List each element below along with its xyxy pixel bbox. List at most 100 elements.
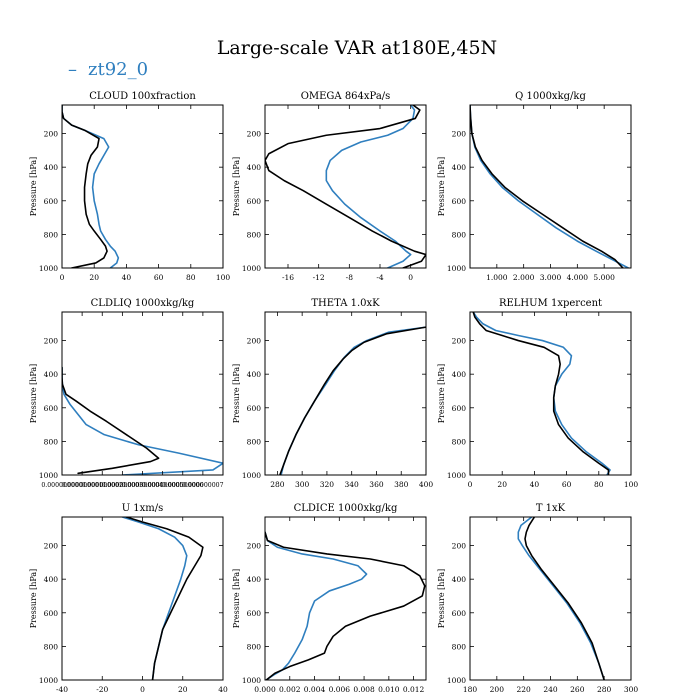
y-tick-label: 1000 (39, 471, 58, 480)
x-tick-label: 0.000000003 (102, 482, 143, 489)
y-tick-label: 200 (44, 130, 59, 139)
x-tick-label: 280 (597, 685, 612, 694)
y-tick-label: 400 (247, 370, 262, 379)
plot-frame (264, 311, 427, 476)
x-tick-label: 0.012 (403, 685, 425, 694)
panel-title: CLOUD 100xfraction (89, 91, 196, 102)
x-tick-label: 0 (140, 685, 145, 694)
y-tick-label: 1000 (242, 264, 261, 273)
x-tick-label: 0.000000004 (122, 482, 163, 489)
panel-title: RELHUM 1xpercent (499, 298, 602, 309)
x-tick-label: 40 (530, 480, 540, 489)
x-tick-label: 2.000 (513, 273, 535, 282)
panel-title: U 1xm/s (122, 503, 164, 514)
x-tick-label: -4 (376, 273, 384, 282)
x-tick-label: 100 (624, 480, 639, 489)
series-line-black (279, 326, 426, 475)
x-tick-label: 400 (419, 480, 434, 489)
legend-dash: – (68, 59, 77, 80)
y-tick-label: 200 (247, 542, 262, 551)
x-tick-label: 20 (89, 273, 99, 282)
y-axis-label: Pressure [hPa] (232, 157, 241, 217)
panel-4: CLDLIQ 1000xkg/kg Pressure [hPa] 0.0000000… (29, 298, 224, 489)
series-line-black (472, 312, 610, 475)
x-tick-label: 260 (570, 685, 585, 694)
panel-1: CLOUD 100xfraction Pressure [hPa] 0 20 40 60 8… (29, 91, 230, 282)
y-tick-label: 400 (44, 163, 59, 172)
x-tick-label: 60 (154, 273, 164, 282)
series-line-blue (517, 517, 605, 680)
y-tick-label: 200 (452, 542, 467, 551)
plot-frame (264, 104, 427, 269)
panel-5: THETA 1.0xK Pressure [hPa] 280 300 320 340 360… (232, 298, 433, 489)
x-tick-label: 200 (490, 685, 505, 694)
x-tick-label: 5.000 (593, 273, 615, 282)
y-axis-label: Pressure [hPa] (437, 569, 446, 629)
y-tick-label: 800 (452, 642, 467, 651)
x-tick-label: 20 (497, 480, 507, 489)
series-line-black (524, 517, 605, 680)
series-line-blue (470, 105, 630, 268)
y-axis-label: Pressure [hPa] (437, 364, 446, 424)
y-tick-label: 800 (247, 230, 262, 239)
panel-2: OMEGA 864xPa/s Pressure [hPa] -16 -12 -8 -4 0 2… (232, 91, 427, 282)
x-tick-label: 3.000 (540, 273, 562, 282)
figure-title: Large-scale VAR at180E,45N (217, 37, 497, 59)
plot-frame (469, 516, 632, 681)
y-tick-label: 200 (247, 130, 262, 139)
x-tick-label: 240 (543, 685, 558, 694)
y-tick-label: 1000 (447, 471, 466, 480)
y-tick-label: 400 (452, 575, 467, 584)
y-axis-label: Pressure [hPa] (29, 364, 38, 424)
panel-title: CLDLIQ 1000xkg/kg (91, 298, 195, 309)
panel-3: Q 1000xkg/kg Pressure [hPa] 1.000 2.000 3.00… (437, 91, 632, 282)
x-tick-label: 1.000 (486, 273, 508, 282)
series-line-black (265, 531, 426, 680)
y-tick-label: 400 (452, 370, 467, 379)
y-tick-label: 800 (44, 642, 59, 651)
y-tick-label: 1000 (39, 264, 58, 273)
series-line-blue (62, 366, 223, 475)
y-tick-label: 1000 (447, 676, 466, 685)
x-tick-label: 0.000000006 (162, 482, 203, 489)
y-tick-label: 600 (452, 404, 467, 413)
x-tick-label: 0.010 (378, 685, 400, 694)
y-tick-label: 400 (247, 163, 262, 172)
x-tick-label: 0.008 (353, 685, 375, 694)
panel-9: T 1xK Pressure [hPa] 180 200 220 240 260 280 300… (437, 503, 638, 694)
y-tick-label: 200 (452, 337, 467, 346)
x-tick-label: 0.000000007 (182, 482, 223, 489)
y-tick-label: 1000 (39, 676, 58, 685)
x-tick-label: 300 (295, 480, 310, 489)
legend: – zt92_0 (68, 59, 148, 80)
x-tick-label: 180 (463, 685, 478, 694)
series-line-blue (62, 105, 120, 268)
x-tick-label: 320 (320, 480, 335, 489)
x-tick-label: 360 (369, 480, 384, 489)
y-axis-label: Pressure [hPa] (232, 364, 241, 424)
series-line-black (62, 105, 108, 268)
panels: CLOUD 100xfraction Pressure [hPa] 0 20 40 60 8… (29, 91, 638, 694)
x-tick-label: 0 (408, 273, 413, 282)
y-axis-label: Pressure [hPa] (29, 157, 38, 217)
x-tick-label: 4.000 (567, 273, 589, 282)
y-tick-label: 800 (452, 437, 467, 446)
x-tick-label: 0.006 (329, 685, 351, 694)
panel-title: Q 1000xkg/kg (515, 91, 586, 102)
x-tick-label: 340 (345, 480, 360, 489)
panel-title: T 1xK (536, 503, 566, 514)
panel-title: CLDICE 1000xkg/kg (294, 503, 398, 514)
plot-frame (264, 516, 427, 681)
x-tick-label: -20 (96, 685, 108, 694)
x-tick-label: 280 (270, 480, 285, 489)
y-tick-label: 1000 (242, 676, 261, 685)
x-tick-label: 80 (186, 273, 196, 282)
x-tick-label: 100 (216, 273, 231, 282)
series-line-black (470, 105, 624, 268)
series-line-black (125, 517, 204, 680)
y-tick-label: 200 (452, 130, 467, 139)
x-tick-label: -8 (346, 273, 354, 282)
y-tick-label: 400 (247, 575, 262, 584)
x-tick-label: 0 (468, 480, 473, 489)
